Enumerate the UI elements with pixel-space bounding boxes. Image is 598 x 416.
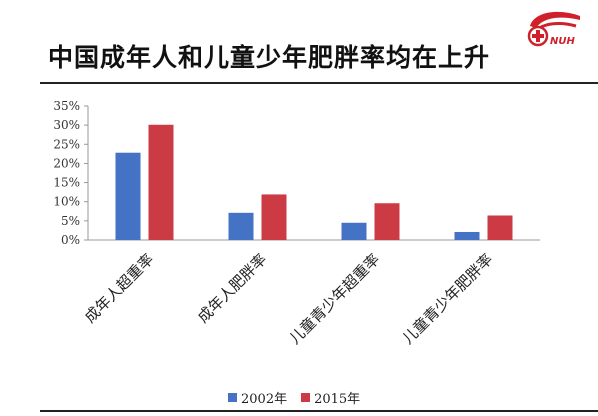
bar-2002-1 [228, 212, 254, 240]
bar-2015-0 [148, 124, 174, 240]
logo-text: NUH [550, 36, 575, 47]
x-category-label: 儿童青少年肥胖率 [399, 250, 497, 348]
category-labels: 成年人超重率 成年人肥胖率 儿童青少年超重率 儿童青少年肥胖率 [81, 250, 496, 348]
legend-swatch-2015 [301, 393, 311, 402]
bar-2015-1 [261, 194, 287, 240]
y-tick-label: 20% [53, 156, 80, 170]
title-divider [40, 82, 598, 84]
y-tick-label: 15% [53, 176, 80, 190]
legend-label-2015: 2015年 [314, 392, 361, 407]
legend: 2002年 2015年 [228, 388, 360, 407]
y-tick-label: 10% [53, 195, 80, 209]
legend-swatch-2002 [228, 393, 237, 402]
bar-2002-3 [454, 231, 480, 240]
bar-2002-0 [115, 152, 141, 240]
y-tick-label: 0% [61, 233, 80, 247]
y-axis: 0% 5% 10% 15% 20% 25% 30% 35% [53, 99, 89, 247]
x-category-label: 成年人超重率 [81, 250, 157, 326]
bar-2002-2 [341, 222, 367, 240]
bar-2015-2 [374, 203, 400, 240]
legend-label-2002: 2002年 [241, 392, 288, 407]
y-tick-label: 25% [53, 137, 80, 151]
x-category-label: 成年人肥胖率 [194, 250, 270, 326]
bar-2015-3 [487, 215, 513, 240]
bottom-divider [40, 410, 598, 412]
hospital-logo: NUH [527, 11, 580, 47]
y-tick-label: 5% [61, 214, 80, 228]
x-category-label: 儿童青少年超重率 [286, 250, 384, 348]
legend-item-2002: 2002年 [228, 388, 287, 407]
y-tick-label: 30% [53, 118, 80, 132]
bars [115, 124, 513, 240]
legend-item-2015: 2015年 [301, 388, 360, 407]
slide-title: 中国成年人和儿童少年肥胖率均在上升 [48, 43, 491, 72]
y-tick-label: 35% [53, 99, 80, 113]
